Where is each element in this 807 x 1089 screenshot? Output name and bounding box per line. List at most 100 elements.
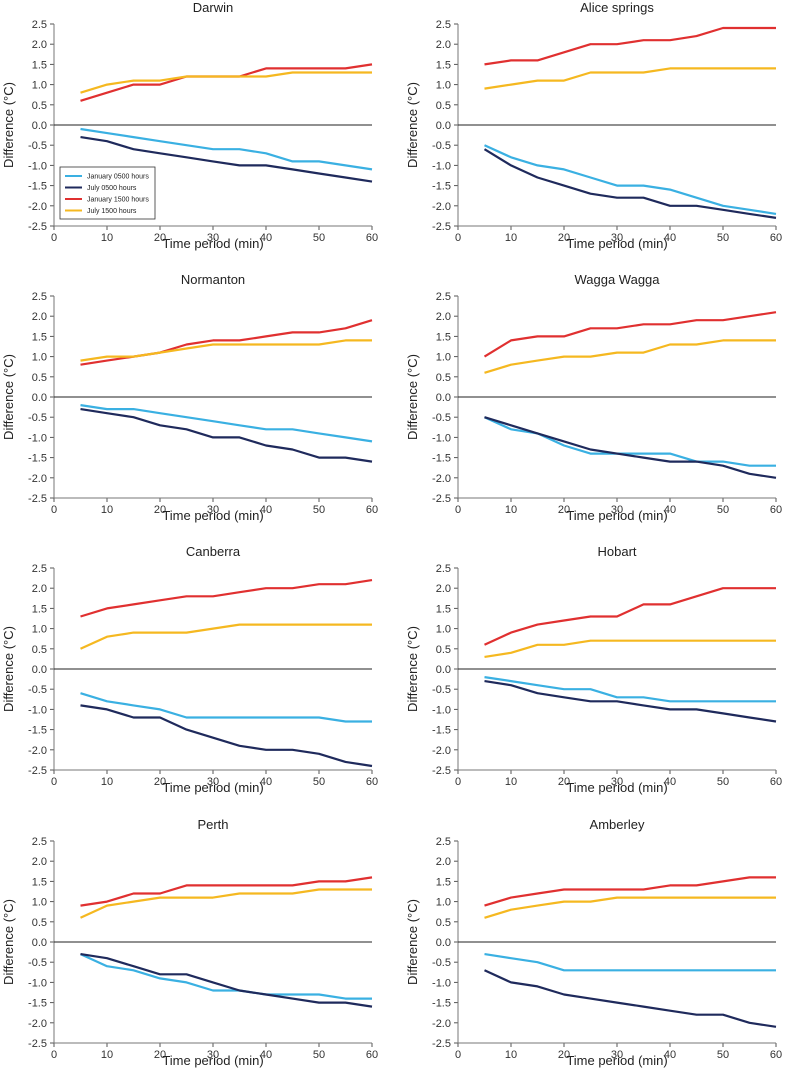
x-tick-label: 10 (101, 504, 113, 516)
y-tick-label: -1.0 (432, 432, 451, 444)
y-tick-label: 2.5 (436, 563, 451, 575)
x-tick-label: 60 (770, 504, 782, 516)
y-axis-label: Difference (°C) (1, 899, 16, 985)
chart-svg: Canberra -2.5 -2.0 -1.5 -1.0 -0.5 0.0 0.5 1.0 1.5… (1, 544, 378, 795)
chart-panel-amberley: Amberley -2.5 -2.0 -1.5 -1.0 -0.5 0.0 0.5 1.0 1.5… (404, 817, 807, 1089)
series-line-july-1500-hours (484, 67, 776, 90)
y-tick-label: -1.5 (432, 181, 451, 193)
x-tick-label: 10 (505, 504, 517, 516)
y-axis-label: Difference (°C) (405, 354, 420, 440)
series-line-july-0500-hours (80, 136, 373, 183)
series-line-january-1500-hours (80, 579, 373, 618)
y-tick-label: -0.5 (28, 957, 47, 969)
x-tick-label: 0 (51, 504, 57, 516)
y-tick-label: -2.5 (432, 221, 451, 233)
series-line-january-1500-hours (484, 876, 776, 907)
x-tick-label: 60 (770, 776, 782, 788)
y-tick-label: -0.5 (432, 140, 451, 152)
y-tick-label: -1.5 (28, 181, 47, 193)
y-tick-label: 1.5 (32, 603, 47, 615)
y-tick-label: -2.0 (28, 473, 47, 485)
y-axis-label: Difference (°C) (405, 899, 420, 985)
y-tick-label: -0.5 (432, 957, 451, 969)
y-tick-label: 2.0 (436, 583, 451, 595)
y-tick-label: -2.5 (432, 493, 451, 505)
y-tick-label: 2.5 (32, 563, 47, 575)
series-line-july-1500-hours (484, 639, 776, 658)
chart-title: Alice springs (580, 0, 654, 15)
y-axis-label: Difference (°C) (1, 354, 16, 440)
series-line-july-1500-hours (80, 71, 372, 94)
x-tick-label: 0 (455, 776, 461, 788)
y-tick-label: 0.5 (436, 372, 451, 384)
series-line-july-0500-hours (484, 680, 777, 723)
y-axis-label: Difference (°C) (405, 82, 420, 168)
series-line-july-0500-hours (80, 953, 373, 1008)
x-tick-label: 60 (366, 1049, 378, 1061)
series-line-july-0500-hours (484, 416, 777, 479)
chart-title: Hobart (597, 544, 636, 559)
series-line-january-0500-hours (484, 676, 776, 703)
y-tick-label: -2.0 (432, 1018, 451, 1030)
y-tick-label: 0.0 (436, 664, 451, 676)
x-tick-label: 60 (366, 504, 378, 516)
y-tick-label: -1.5 (28, 998, 47, 1010)
y-tick-label: -1.5 (28, 725, 47, 737)
series-line-january-0500-hours (80, 404, 373, 443)
y-tick-label: 2.0 (436, 856, 451, 868)
y-tick-label: 2.0 (32, 856, 47, 868)
y-tick-label: -2.0 (28, 1018, 47, 1030)
legend-label: July 0500 hours (87, 185, 137, 192)
x-tick-label: 10 (101, 232, 113, 244)
y-tick-label: -2.5 (432, 765, 451, 777)
y-tick-label: 2.5 (436, 19, 451, 31)
y-tick-label: -0.5 (28, 140, 47, 152)
y-tick-label: -0.5 (28, 412, 47, 424)
series-line-january-1500-hours (484, 587, 776, 646)
x-axis-label: Time period (min) (162, 236, 263, 251)
y-tick-label: -2.5 (432, 1038, 451, 1050)
x-tick-label: 30 (611, 232, 623, 244)
y-tick-label: -1.0 (28, 432, 47, 444)
series-line-january-0500-hours (80, 692, 372, 723)
y-axis-label: Difference (°C) (1, 626, 16, 712)
y-axis-label: Difference (°C) (1, 82, 16, 168)
y-tick-label: 1.0 (436, 897, 451, 909)
y-tick-label: -1.0 (432, 160, 451, 172)
series-line-july-0500-hours (80, 408, 373, 463)
x-axis-label: Time period (min) (162, 508, 263, 523)
x-tick-label: 20 (154, 504, 166, 516)
chart-panel-darwin: Darwin -2.5 -2.0 -1.5 -1.0 -0.5 0.0 0.5 1.0 1.5 2.… (0, 0, 403, 272)
series-line-january-1500-hours (80, 876, 373, 907)
x-tick-label: 30 (207, 504, 219, 516)
y-tick-label: -2.0 (432, 201, 451, 213)
legend-label: July 1500 hours (87, 208, 137, 215)
y-tick-label: 0.5 (32, 644, 47, 656)
y-tick-label: -2.5 (28, 493, 47, 505)
y-tick-label: 1.0 (436, 352, 451, 364)
x-axis-label: Time period (min) (162, 780, 263, 795)
x-tick-label: 10 (505, 776, 517, 788)
x-tick-label: 20 (154, 776, 166, 788)
x-tick-label: 0 (51, 1049, 57, 1061)
x-tick-label: 20 (558, 232, 570, 244)
x-tick-label: 60 (770, 1049, 782, 1061)
series-line-july-0500-hours (483, 148, 777, 219)
y-tick-label: 0.5 (436, 100, 451, 112)
x-tick-label: 60 (770, 232, 782, 244)
x-tick-label: 40 (260, 1049, 272, 1061)
y-tick-label: -1.0 (28, 160, 47, 172)
y-tick-label: -1.0 (432, 704, 451, 716)
chart-title: Normanton (181, 272, 245, 287)
series-line-july-1500-hours (80, 339, 372, 362)
y-tick-label: 1.5 (32, 59, 47, 71)
y-tick-label: -2.5 (28, 221, 47, 233)
series-line-january-0500-hours (484, 953, 776, 972)
x-axis-label: Time period (min) (162, 1053, 263, 1068)
x-tick-label: 60 (366, 232, 378, 244)
y-tick-label: 0.5 (436, 644, 451, 656)
x-tick-label: 40 (260, 776, 272, 788)
x-tick-label: 30 (611, 504, 623, 516)
y-tick-label: -1.5 (432, 998, 451, 1010)
